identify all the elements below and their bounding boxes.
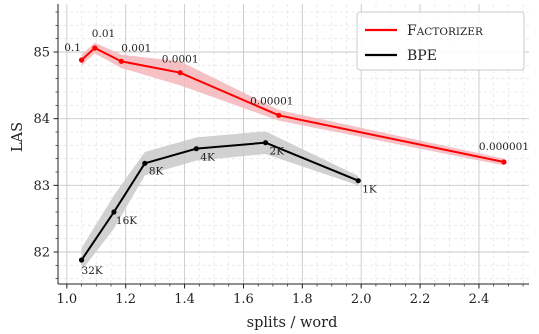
y-tick-label: 85 [33, 46, 50, 61]
data-point [78, 57, 85, 63]
data-point [142, 160, 148, 166]
data-label: 0.01 [92, 28, 115, 40]
data-label: 16K [116, 215, 137, 227]
data-point [276, 112, 282, 118]
x-axis-label: splits / word [247, 315, 338, 331]
series-line-factorizer [80, 46, 505, 163]
data-label: 1K [362, 184, 377, 196]
data-label: 32K [82, 265, 103, 277]
x-tick-label: 2.2 [410, 292, 431, 307]
data-label: 0.000001 [479, 141, 529, 153]
confidence-band-bpe [81, 131, 359, 271]
legend-entry-bpe: BPE [407, 48, 437, 64]
data-label: 0.00001 [250, 95, 293, 107]
confidence-band-factorizer [81, 42, 504, 166]
data-label: 4K [200, 152, 215, 164]
data-label: 8K [149, 165, 164, 177]
data-point [78, 257, 85, 263]
data-point [111, 209, 117, 215]
data-point [355, 178, 361, 184]
data-point [177, 70, 183, 76]
point-labels: 0.1 0.01 0.001 0.0001 0.00001 0.000001 32K 16K 8… [64, 28, 529, 277]
data-label: 0.0001 [162, 54, 199, 66]
x-tick-label: 2.4 [469, 292, 490, 307]
y-tick-label: 84 [33, 112, 50, 127]
data-point [92, 45, 98, 51]
confidence-bands [81, 42, 504, 271]
data-point [193, 146, 199, 152]
data-label: 0.1 [64, 42, 81, 54]
x-tick-label: 1.2 [115, 292, 136, 307]
x-tick-label: 1.0 [56, 292, 77, 307]
x-tick-label: 1.6 [233, 292, 254, 307]
y-axis-label: LAS [10, 122, 26, 152]
x-tick-label: 2.0 [351, 292, 372, 307]
axes: 1.0 1.2 1.4 1.6 1.8 2.0 2.2 2.4 82 83 84 85 [33, 4, 529, 307]
data-point [501, 159, 507, 165]
legend-box [356, 11, 525, 71]
y-tick-label: 82 [33, 246, 50, 261]
x-tick-label: 1.4 [174, 292, 195, 307]
series-lines [78, 45, 507, 263]
legend-entry-factorizer: FACTORIZER [407, 23, 484, 39]
data-point [262, 140, 269, 146]
x-tick-label: 1.8 [292, 292, 313, 307]
y-tick-label: 83 [33, 179, 50, 194]
data-label: 2K [270, 146, 285, 158]
data-point [118, 58, 124, 64]
data-label: 0.001 [121, 42, 151, 54]
legend: FACTORIZER BPE [356, 11, 525, 71]
series-line-bpe [80, 141, 359, 261]
